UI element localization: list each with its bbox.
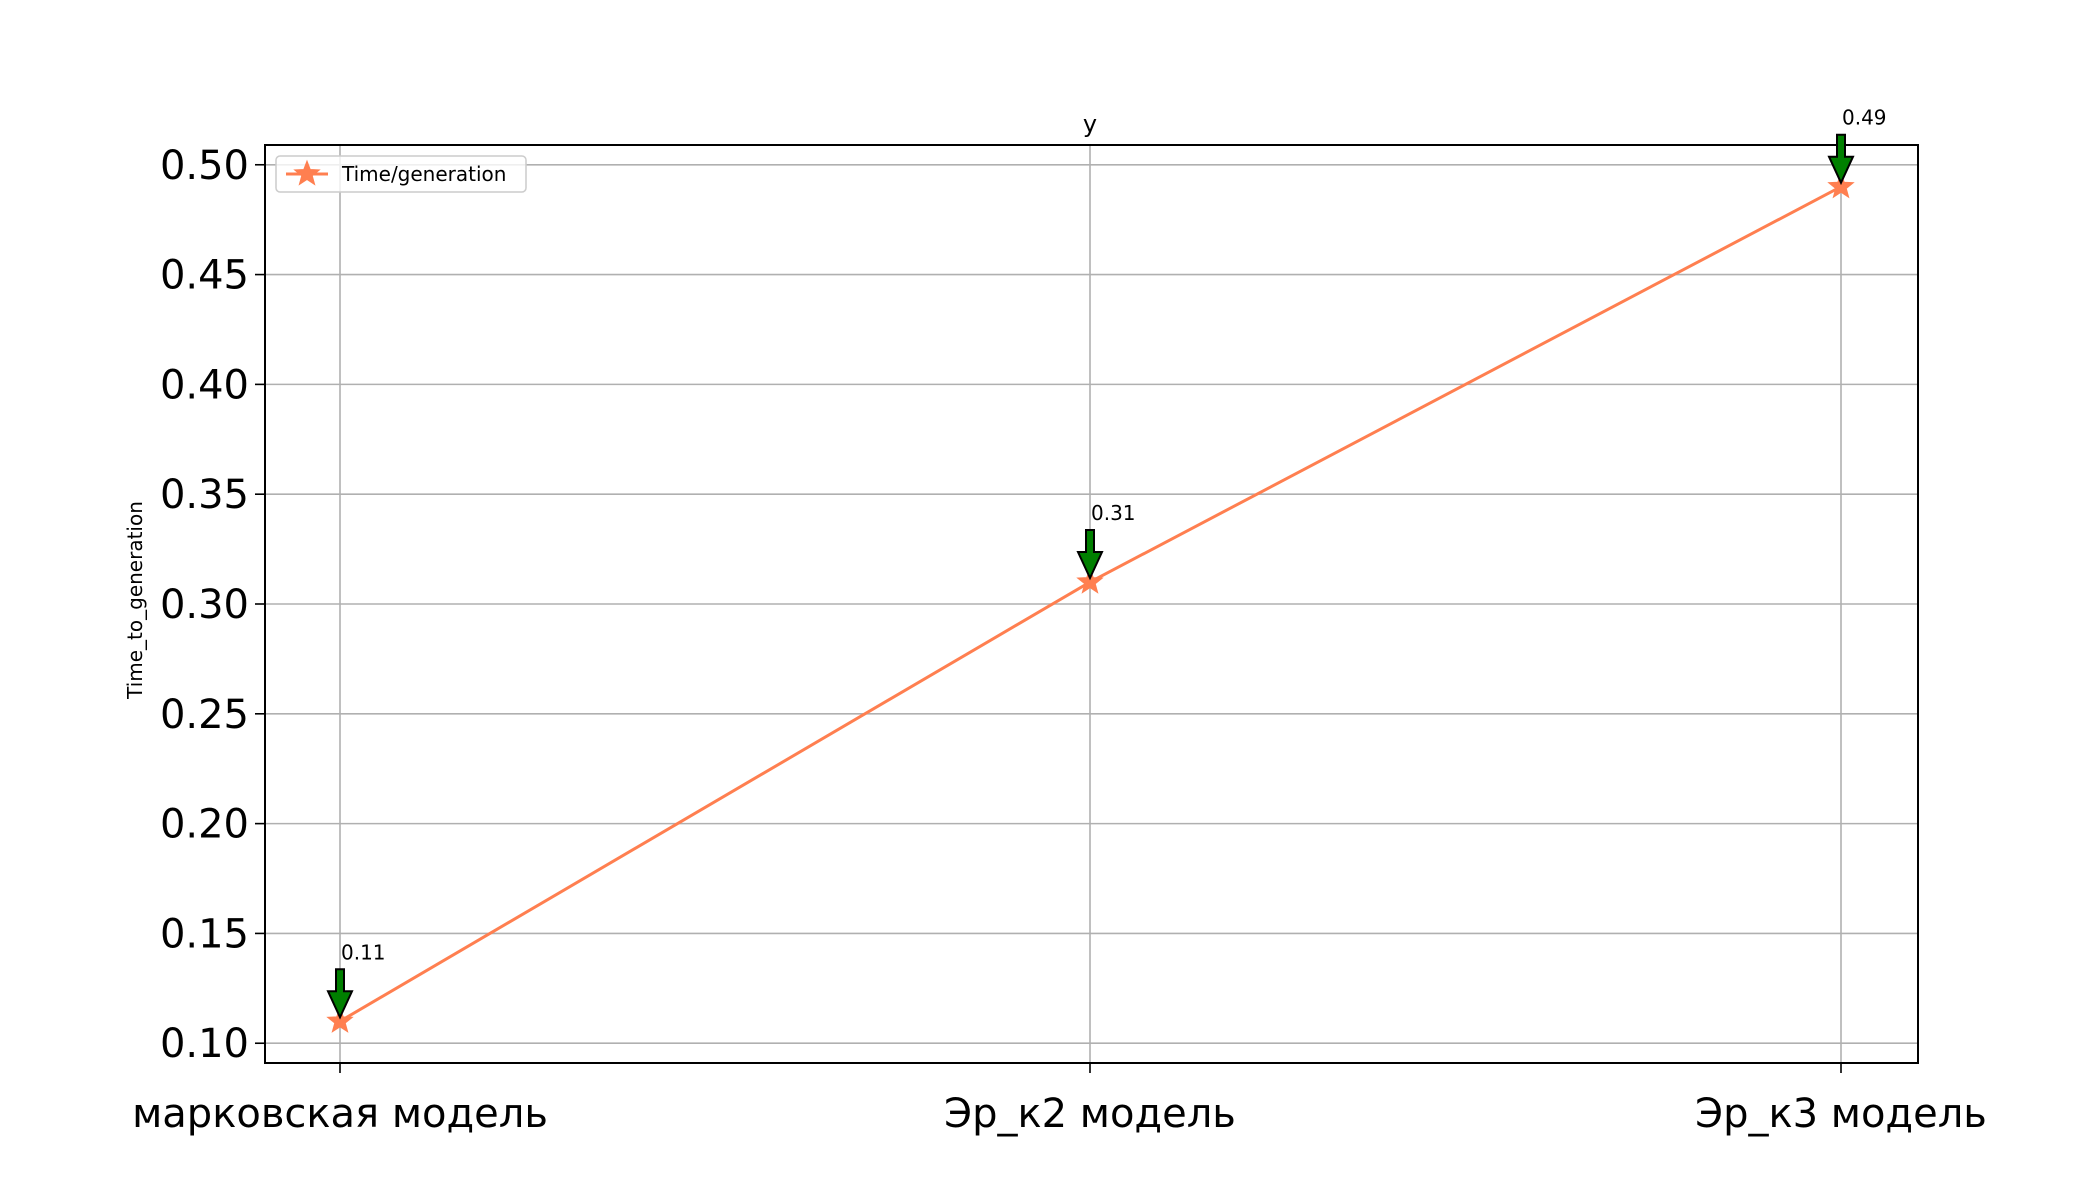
- x-tick-label: марковская модель: [132, 1091, 548, 1137]
- y-tick-label: 0.10: [160, 1021, 249, 1067]
- grid-lines: [265, 145, 1918, 1063]
- y-tick-label: 0.25: [160, 692, 249, 738]
- y-tick-label: 0.40: [160, 362, 249, 408]
- annotation-label: 0.49: [1842, 106, 1887, 130]
- axes: 0.10 0.15 0.20 0.25 0.30 0.35 0.40 0.45 0.50 марк…: [132, 143, 1987, 1137]
- y-axis-label: Time_to_generation: [123, 501, 147, 700]
- data-point-star: [326, 1006, 354, 1033]
- x-tick-label: Эр_к3 модель: [1695, 1091, 1987, 1137]
- x-tick-label: Эр_к2 модель: [944, 1091, 1236, 1137]
- annotation-arrow: [1076, 529, 1104, 581]
- annotation-label: 0.11: [341, 940, 386, 964]
- legend: Time/generation: [275, 155, 527, 193]
- y-tick-label: 0.15: [160, 911, 249, 957]
- data-point-star: [1827, 172, 1855, 199]
- annotations-layer: 0.11 0.31 0.49: [326, 106, 1887, 1020]
- y-tick-label: 0.30: [160, 582, 249, 628]
- y-tick-label: 0.20: [160, 802, 249, 848]
- y-tick-label: 0.45: [160, 253, 249, 299]
- series-layer: [326, 172, 1855, 1033]
- annotation-arrow: [1827, 133, 1855, 186]
- plot-frame: [264, 144, 1919, 1064]
- legend-label: Time/generation: [341, 162, 506, 186]
- annotation-arrow: [326, 968, 354, 1020]
- legend-box: [275, 155, 527, 193]
- annotation-label: 0.31: [1091, 501, 1136, 525]
- y-tick-label: 0.50: [160, 143, 249, 189]
- y-tick-label: 0.35: [160, 472, 249, 518]
- top-axis-label: y: [1083, 110, 1097, 138]
- legend-marker-star: [293, 159, 321, 186]
- data-point-star: [1076, 567, 1104, 594]
